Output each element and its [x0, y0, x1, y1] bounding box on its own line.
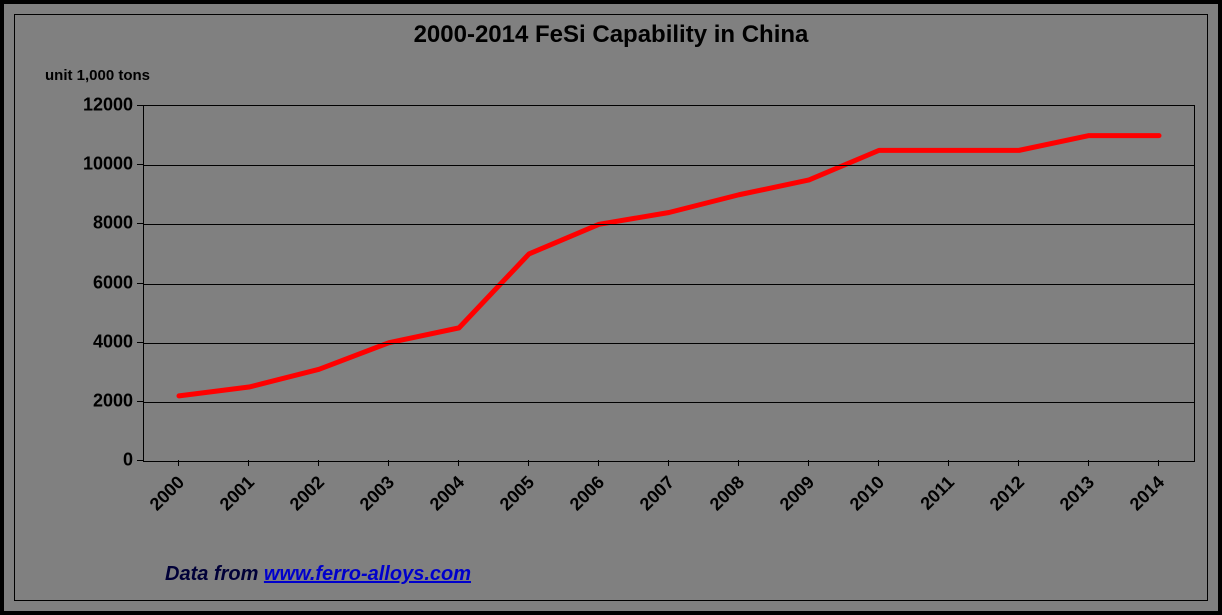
x-tick-label: 2001 [216, 472, 259, 515]
y-tick [137, 460, 143, 461]
y-tick [137, 223, 143, 224]
x-tick [1018, 460, 1019, 466]
x-tick [948, 460, 949, 466]
y-tick-label: 0 [63, 450, 133, 471]
credit-prefix: Data from [165, 563, 264, 585]
chart-title: 2000-2014 FeSi Capability in China [15, 21, 1207, 49]
x-tick [1088, 460, 1089, 466]
y-tick [137, 401, 143, 402]
x-tick [738, 460, 739, 466]
x-tick [318, 460, 319, 466]
x-tick-label: 2004 [426, 472, 469, 515]
credit-link[interactable]: www.ferro-alloys.com [264, 563, 471, 585]
x-tick [878, 460, 879, 466]
y-tick-label: 12000 [63, 95, 133, 116]
x-tick-label: 2012 [986, 472, 1029, 515]
x-tick-label: 2003 [356, 472, 399, 515]
y-tick-label: 6000 [63, 272, 133, 293]
y-tick [137, 105, 143, 106]
x-tick [178, 460, 179, 466]
y-tick-label: 2000 [63, 390, 133, 411]
chart-inner-panel: 2000-2014 FeSi Capability in China unit … [14, 14, 1208, 601]
x-tick-label: 2008 [706, 472, 749, 515]
x-tick-label: 2002 [286, 472, 329, 515]
x-tick-label: 2011 [916, 472, 958, 514]
grid-line [144, 402, 1194, 403]
x-tick [388, 460, 389, 466]
y-tick [137, 164, 143, 165]
plot-area [143, 105, 1195, 462]
x-tick-label: 2013 [1056, 472, 1099, 515]
x-tick-label: 2010 [846, 472, 889, 515]
y-tick-label: 8000 [63, 213, 133, 234]
y-tick-label: 10000 [63, 154, 133, 175]
grid-line [144, 165, 1194, 166]
x-tick-label: 2000 [146, 472, 189, 515]
grid-line [144, 343, 1194, 344]
x-tick-label: 2006 [566, 472, 609, 515]
chart-outer-frame: 2000-2014 FeSi Capability in China unit … [0, 0, 1222, 615]
grid-line [144, 284, 1194, 285]
x-tick [668, 460, 669, 466]
x-tick-label: 2007 [636, 472, 679, 515]
x-tick-label: 2009 [776, 472, 819, 515]
y-tick [137, 342, 143, 343]
y-tick-label: 4000 [63, 331, 133, 352]
grid-line [144, 224, 1194, 225]
x-tick-label: 2005 [496, 472, 539, 515]
x-tick [248, 460, 249, 466]
data-credit: Data from www.ferro-alloys.com [165, 563, 471, 586]
series-line [179, 136, 1159, 396]
x-tick [528, 460, 529, 466]
x-tick [458, 460, 459, 466]
y-axis-unit-label: unit 1,000 tons [45, 67, 150, 84]
x-tick [808, 460, 809, 466]
x-tick [598, 460, 599, 466]
x-tick-label: 2014 [1126, 472, 1169, 515]
y-tick [137, 283, 143, 284]
x-tick [1158, 460, 1159, 466]
